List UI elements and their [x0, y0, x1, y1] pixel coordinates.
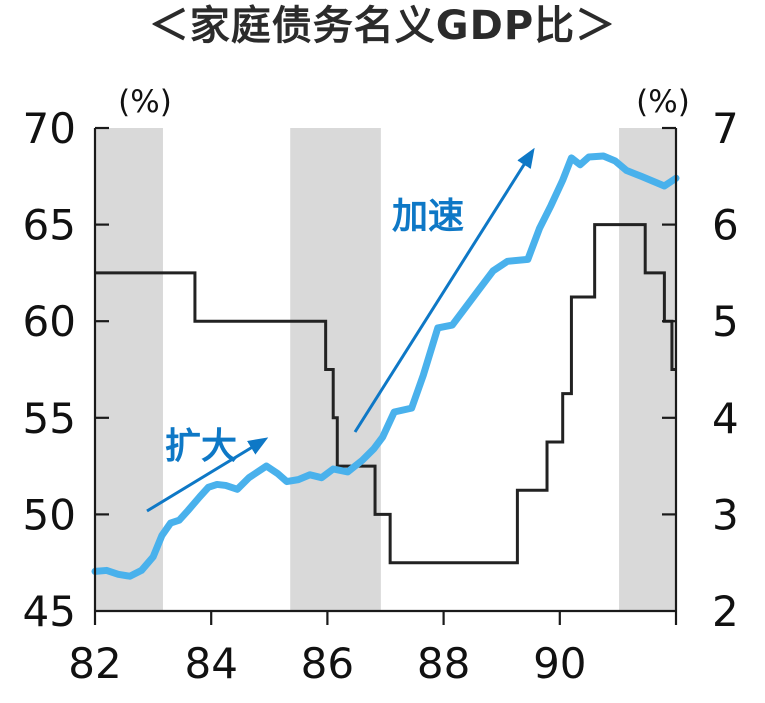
left-axis-tick-label: 55 — [23, 394, 76, 443]
annotation-arrow — [353, 147, 535, 433]
chart-title: ＜家庭债务名义GDP比＞ — [148, 3, 617, 49]
right-axis-tick-label: 6 — [712, 201, 739, 250]
right-axis-tick-label: 2 — [712, 587, 739, 636]
left-axis-tick-label: 45 — [23, 587, 76, 636]
annotation-arrow — [146, 437, 269, 513]
right-axis-tick-label: 5 — [712, 297, 739, 346]
annotation-text: 扩大 — [165, 426, 237, 467]
shaded-band — [619, 128, 676, 611]
x-axis-tick-label: 86 — [301, 639, 354, 688]
right-axis-tick-label: 3 — [712, 490, 739, 539]
annotation-text: 加速 — [392, 196, 464, 237]
shaded-band — [95, 128, 163, 611]
x-axis-tick-label: 90 — [533, 639, 586, 688]
left-axis-tick-label: 50 — [23, 490, 76, 539]
blue-line-series — [91, 152, 680, 580]
blue-line — [91, 152, 680, 580]
x-axis-tick-label: 84 — [184, 639, 237, 688]
left-axis-tick-label: 65 — [23, 201, 76, 250]
black-step-line-series — [95, 223, 676, 565]
left-axis-tick-label: 70 — [23, 104, 76, 153]
annotations: 扩大 加速 — [146, 147, 535, 513]
right-axis-tick-label: 7 — [712, 104, 739, 153]
x-axis-tick-label: 82 — [68, 639, 121, 688]
left-axis-unit: (%) — [118, 84, 172, 120]
left-axis-tick-label: 60 — [23, 297, 76, 346]
right-axis-unit: (%) — [636, 84, 690, 120]
right-axis-tick-label: 4 — [712, 394, 739, 443]
recession-shaded-bands — [95, 128, 676, 611]
axes — [93, 126, 678, 625]
x-axis-tick-label: 88 — [417, 639, 470, 688]
black-step-line — [95, 223, 676, 565]
shaded-band — [290, 128, 381, 611]
